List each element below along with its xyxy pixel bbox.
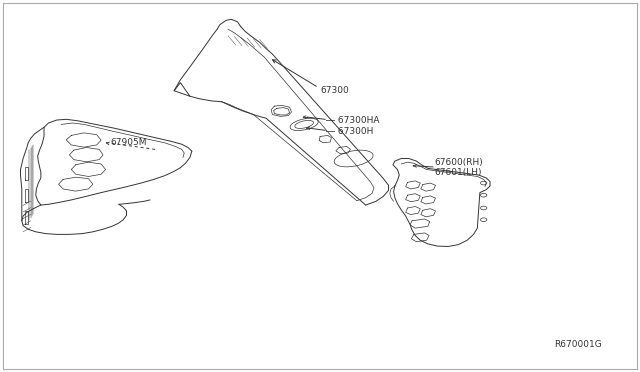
Text: ― 67300HA: ― 67300HA: [326, 116, 380, 125]
Text: R670001G: R670001G: [555, 340, 602, 349]
Text: 67905M: 67905M: [111, 138, 147, 147]
Text: ― 67300H: ― 67300H: [326, 126, 374, 135]
Text: 67300: 67300: [320, 86, 349, 95]
Text: 67601(LH): 67601(LH): [434, 167, 482, 177]
Text: 67600(RH): 67600(RH): [434, 158, 483, 167]
